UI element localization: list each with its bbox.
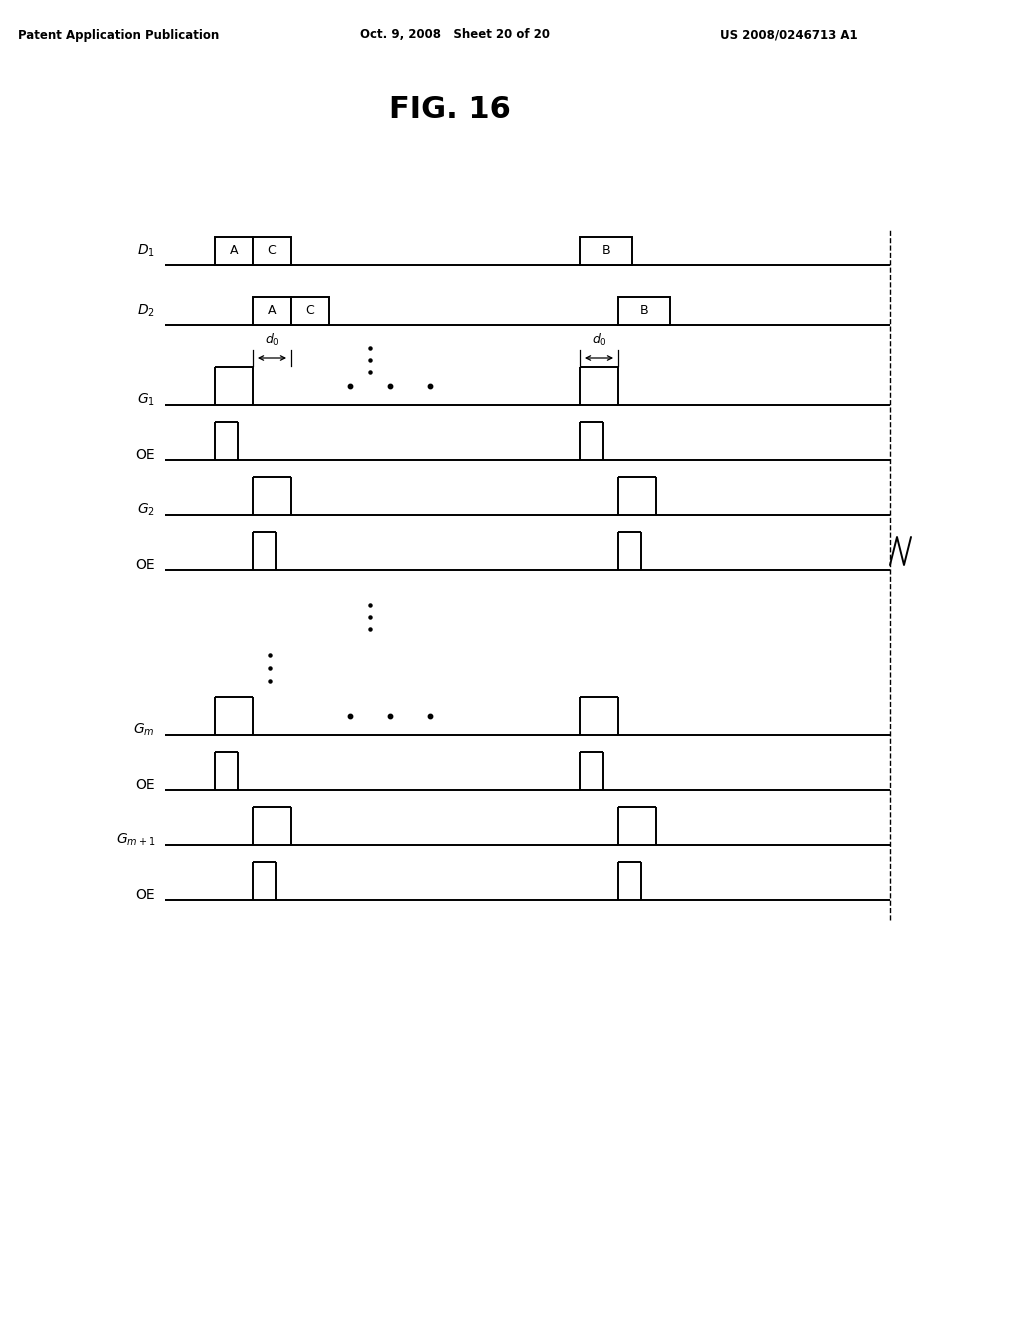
Text: A: A [267, 305, 276, 318]
Text: Patent Application Publication: Patent Application Publication [18, 29, 219, 41]
Text: OE: OE [135, 447, 155, 462]
Text: C: C [305, 305, 314, 318]
Text: $G_2$: $G_2$ [137, 502, 155, 519]
Bar [291, 297, 329, 325]
Text: $d_0$: $d_0$ [592, 331, 606, 348]
Bar [215, 238, 253, 265]
Text: $G_1$: $G_1$ [137, 392, 155, 408]
Text: Oct. 9, 2008   Sheet 20 of 20: Oct. 9, 2008 Sheet 20 of 20 [360, 29, 550, 41]
Text: $G_m$: $G_m$ [133, 722, 155, 738]
Text: $G_{m+1}$: $G_{m+1}$ [116, 832, 155, 849]
Text: OE: OE [135, 558, 155, 572]
Text: $D_1$: $D_1$ [137, 243, 155, 259]
Text: A: A [229, 244, 239, 257]
Text: B: B [640, 305, 648, 318]
Bar [580, 238, 632, 265]
Bar [618, 297, 670, 325]
Text: FIG. 16: FIG. 16 [389, 95, 511, 124]
Text: C: C [267, 244, 276, 257]
Text: US 2008/0246713 A1: US 2008/0246713 A1 [720, 29, 858, 41]
Bar [253, 238, 291, 265]
Text: B: B [602, 244, 610, 257]
Text: $d_0$: $d_0$ [264, 331, 280, 348]
Text: OE: OE [135, 777, 155, 792]
Text: $D_2$: $D_2$ [137, 302, 155, 319]
Bar [253, 297, 291, 325]
Text: OE: OE [135, 888, 155, 902]
